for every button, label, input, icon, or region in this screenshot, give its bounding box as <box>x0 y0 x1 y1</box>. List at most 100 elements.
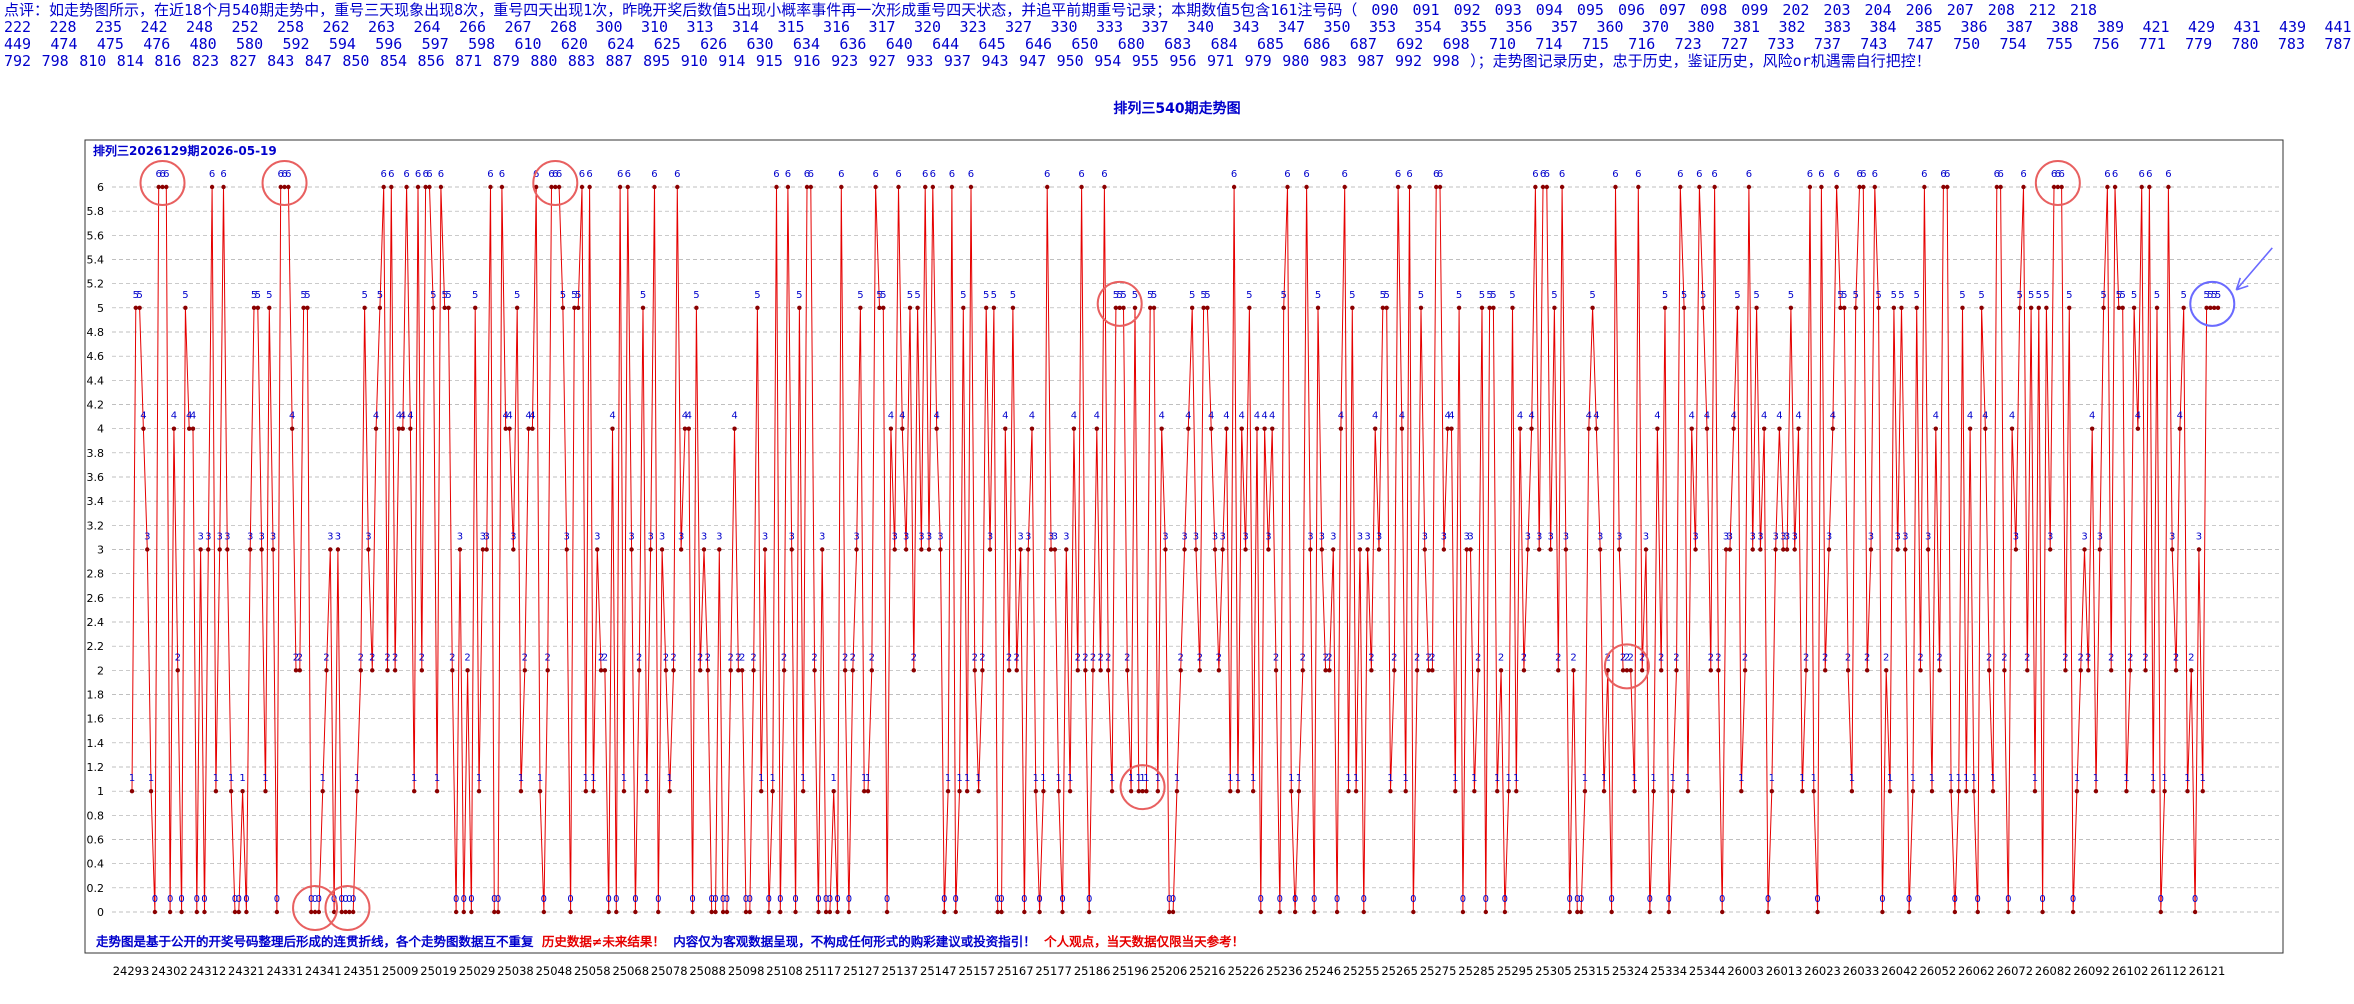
data-label: 1 <box>1288 773 1294 784</box>
data-point <box>1891 305 1897 311</box>
data-label: 0 <box>2070 894 2076 905</box>
y-tick-label: 1.6 <box>87 713 105 726</box>
data-label: 6 <box>1231 169 1237 180</box>
data-point <box>2154 305 2160 311</box>
data-label: 6 <box>415 169 421 180</box>
data-label: 6 <box>1711 169 1717 180</box>
data-label: 0 <box>655 894 661 905</box>
data-label: 6 <box>804 169 810 180</box>
code-item: 314 <box>732 18 760 36</box>
data-label: 4 <box>1982 411 1988 422</box>
y-tick-label: 5 <box>97 302 104 315</box>
data-label: 1 <box>1955 773 1961 784</box>
data-label: 5 <box>2131 290 2137 301</box>
data-point <box>1475 668 1481 673</box>
data-label: 6 <box>499 169 505 180</box>
code-item: 204 <box>1864 1 1892 19</box>
data-label: 5 <box>2116 290 2122 301</box>
data-point <box>1556 668 1561 673</box>
data-point <box>1971 788 1977 794</box>
data-point <box>1731 426 1736 431</box>
data-label: 0 <box>747 894 753 905</box>
x-tick-label: 25009 <box>382 964 419 978</box>
data-point <box>2135 426 2141 431</box>
data-point <box>1533 184 1538 190</box>
data-point <box>2002 668 2007 673</box>
code-item: 987 <box>1357 52 1385 70</box>
data-label: 2 <box>1555 652 1561 663</box>
data-label: 3 <box>1536 532 1542 543</box>
data-label: 3 <box>1616 532 1622 543</box>
data-label: 2 <box>297 652 303 663</box>
data-point <box>370 668 375 673</box>
data-point <box>2040 909 2045 915</box>
data-point <box>656 909 661 915</box>
data-label: 5 <box>1700 290 1706 301</box>
data-point <box>1010 305 1016 311</box>
data-point <box>453 909 459 915</box>
data-label: 6 <box>1746 169 1752 180</box>
data-point <box>1121 305 1126 311</box>
data-label: 0 <box>350 894 356 905</box>
data-point <box>739 668 745 673</box>
data-label: 0 <box>884 894 890 905</box>
code-item: 927 <box>868 52 896 70</box>
data-label: 5 <box>1891 290 1897 301</box>
x-tick-label: 26102 <box>2112 964 2149 978</box>
data-label: 0 <box>834 894 840 905</box>
data-label: 6 <box>285 169 291 180</box>
data-point <box>804 184 810 190</box>
data-label: 1 <box>621 773 627 784</box>
data-point <box>2021 184 2026 190</box>
data-label: 6 <box>2139 169 2145 180</box>
data-label: 2 <box>323 652 329 663</box>
y-tick-label: 5.2 <box>87 278 105 291</box>
data-label: 4 <box>609 411 615 422</box>
data-point <box>800 788 806 794</box>
y-tick-label: 2.4 <box>87 616 105 629</box>
data-label-layer: 1554310666042054403036136310010355315306… <box>129 169 2221 905</box>
code-item: 850 <box>342 52 370 70</box>
data-label: 4 <box>1830 411 1836 422</box>
data-label: 1 <box>1128 773 1134 784</box>
data-point <box>1979 305 1984 311</box>
data-point <box>1514 788 1519 794</box>
data-point <box>1662 305 1668 311</box>
code-item: 429 <box>2188 18 2216 36</box>
data-label: 2 <box>1414 652 1420 663</box>
data-label: 6 <box>163 169 169 180</box>
data-label: 1 <box>2161 773 2167 784</box>
data-label: 1 <box>1139 773 1145 784</box>
data-label: 1 <box>1452 773 1458 784</box>
data-point <box>785 184 791 190</box>
data-point <box>1113 305 1119 311</box>
data-point <box>1498 668 1504 673</box>
data-label: 3 <box>1692 532 1698 543</box>
code-item: 923 <box>831 52 859 70</box>
code-item: 360 <box>1596 18 1624 36</box>
data-label: 3 <box>628 532 634 543</box>
data-point <box>171 426 177 431</box>
data-point <box>682 426 688 431</box>
data-label: 5 <box>2203 290 2209 301</box>
data-point <box>1620 668 1626 673</box>
code-item: 880 <box>530 52 558 70</box>
code-item: 258 <box>277 18 305 36</box>
data-point <box>1365 547 1370 552</box>
data-label: 2 <box>781 652 787 663</box>
y-tick-label: 1 <box>97 785 104 798</box>
data-point <box>781 668 787 673</box>
data-point <box>1006 668 1012 673</box>
code-item: 228 <box>49 18 77 36</box>
data-label: 2 <box>449 652 455 663</box>
x-tick-label: 25029 <box>459 964 496 978</box>
data-point <box>999 909 1004 915</box>
code-item: 350 <box>1323 18 1351 36</box>
data-point <box>1899 305 1904 311</box>
data-label: 1 <box>148 773 154 784</box>
data-point <box>1296 788 1302 794</box>
data-label: 2 <box>728 652 734 663</box>
data-point <box>793 909 798 915</box>
data-label: 5 <box>304 290 310 301</box>
data-label: 0 <box>331 894 337 905</box>
